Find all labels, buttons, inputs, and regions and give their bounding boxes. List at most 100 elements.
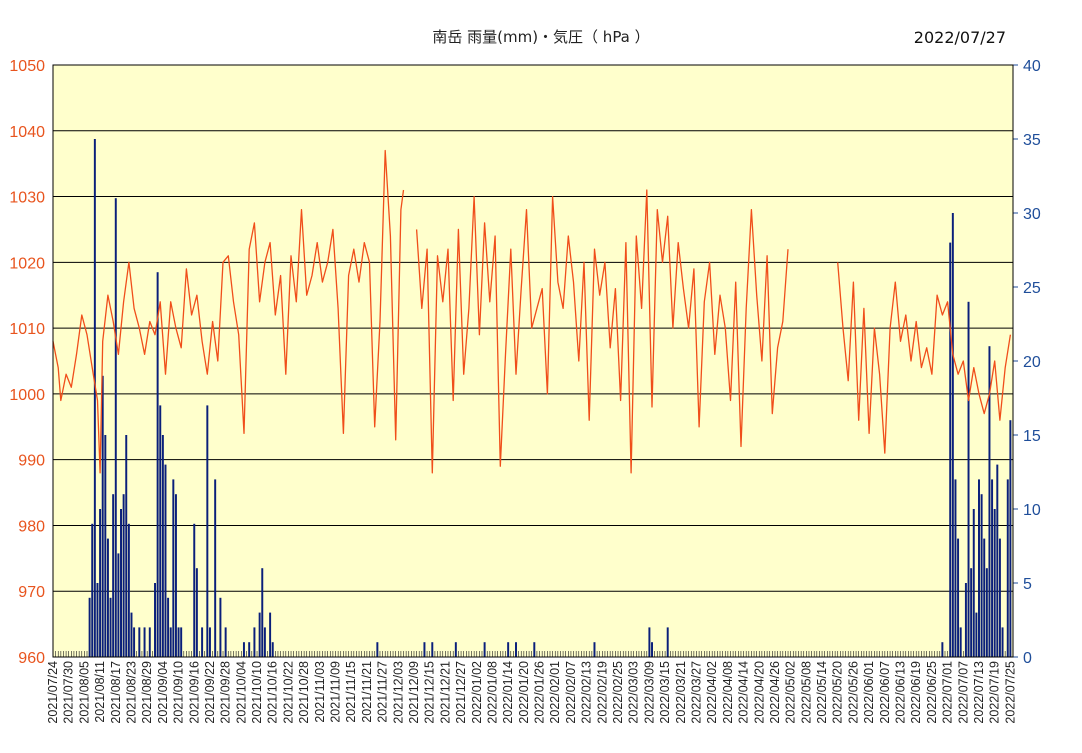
rain-bar [957, 538, 960, 657]
y-left-tick-label: 1040 [9, 124, 45, 141]
rain-bar [263, 627, 266, 657]
x-tick-label: 2021/10/04 [234, 661, 248, 724]
rain-bar [988, 346, 991, 657]
rain-bar [117, 553, 120, 657]
rain-bar [1009, 420, 1012, 657]
rain-bar [96, 583, 99, 657]
y-left-tick-label: 1050 [9, 58, 45, 75]
x-tick-label: 2021/08/29 [140, 661, 154, 724]
x-tick-label: 2022/06/07 [878, 661, 892, 724]
rain-bar [991, 479, 994, 657]
x-tick-label: 2021/11/15 [344, 661, 358, 723]
x-tick-label: 2022/02/13 [580, 661, 594, 724]
rain-bar [970, 568, 973, 657]
x-tick-label: 2022/04/26 [768, 661, 782, 724]
rain-bar [91, 523, 94, 657]
rain-bar [261, 568, 264, 657]
pressure-line [52, 149, 405, 474]
x-tick-label: 2022/01/02 [470, 661, 484, 724]
x-tick-label: 2021/10/16 [266, 661, 280, 724]
rain-bar [143, 627, 146, 657]
x-tick-label: 2021/07/24 [46, 661, 60, 724]
rain-bar [269, 612, 272, 657]
x-tick-label: 2021/11/03 [313, 661, 327, 723]
x-tick-label: 2021/09/16 [187, 661, 201, 724]
x-tick-label: 2022/01/08 [486, 661, 500, 724]
rain-bar [201, 627, 204, 657]
x-tick-label: 2022/03/27 [690, 661, 704, 724]
y-right-tick-label: 0 [1023, 650, 1032, 667]
x-tick-label: 2021/12/15 [423, 661, 437, 724]
rain-bar [156, 272, 159, 657]
rain-bar [515, 642, 517, 657]
y-left-tick-label: 1020 [9, 255, 45, 272]
y-right-tick-label: 30 [1023, 206, 1041, 223]
y-left-tick-label: 1010 [9, 321, 45, 338]
rain-bar [167, 597, 170, 657]
x-tick-label: 2022/07/07 [956, 661, 970, 724]
rain-bar [172, 479, 175, 657]
rain-bar [983, 538, 986, 657]
x-tick-label: 2022/07/25 [1003, 661, 1017, 724]
x-tick-label: 2021/11/27 [376, 661, 390, 723]
rain-bar [169, 627, 172, 657]
rain-bar [666, 627, 669, 657]
x-tick-label: 2022/07/01 [941, 661, 955, 724]
x-tick-label: 2022/03/09 [642, 661, 656, 724]
rain-bar [1006, 479, 1009, 657]
rain-bar [159, 405, 162, 657]
rain-bar [109, 597, 112, 657]
x-tick-label: 2022/03/03 [627, 661, 641, 724]
rain-bar [106, 538, 109, 657]
rain-bar [959, 627, 962, 657]
pressure-line [837, 262, 1012, 454]
rain-bar [99, 509, 102, 657]
x-tick-label: 2021/12/03 [391, 661, 405, 724]
y-right-tick-label: 10 [1023, 502, 1041, 519]
x-tick-label: 2022/01/20 [517, 661, 531, 724]
rain-bar [112, 494, 115, 657]
rain-bar [949, 242, 952, 657]
x-tick-label: 2022/06/13 [894, 661, 908, 724]
x-tick-label: 2021/07/30 [62, 661, 76, 724]
rain-bar [193, 523, 196, 657]
rain-bar [164, 464, 167, 657]
rain-bar [127, 523, 130, 657]
rain-bar [177, 627, 180, 657]
rain-bar [951, 213, 954, 657]
x-tick-label: 2021/10/28 [297, 661, 311, 724]
x-tick-label: 2021/11/09 [329, 661, 343, 723]
x-tick-label: 2021/09/22 [203, 661, 217, 724]
plot-area [53, 65, 1013, 657]
pressure-line [415, 189, 789, 474]
x-tick-label: 2022/01/26 [533, 661, 547, 724]
rain-bar [454, 642, 457, 657]
y-right-tick-label: 25 [1023, 280, 1041, 297]
x-tick-label: 2022/05/26 [846, 661, 860, 724]
rain-bar [972, 509, 975, 657]
rain-bar [133, 627, 136, 657]
rain-bar [206, 405, 209, 657]
rain-bar [423, 642, 426, 657]
rain-bar [219, 597, 222, 657]
x-tick-label: 2022/01/14 [501, 661, 515, 724]
x-tick-label: 2022/04/02 [705, 661, 719, 724]
x-tick-label: 2021/09/28 [219, 661, 233, 724]
rain-bar [88, 597, 91, 657]
rain-bar [978, 479, 980, 657]
y-left-tick-label: 990 [18, 453, 45, 470]
x-tick-label: 2021/08/11 [93, 661, 107, 723]
rain-bar [122, 494, 125, 657]
rain-bar [93, 139, 96, 657]
rain-bar [533, 642, 536, 657]
x-tick-label: 2021/09/04 [156, 661, 170, 724]
rain-bar [1001, 627, 1004, 657]
x-tick-label: 2022/05/08 [799, 661, 813, 724]
x-tick-label: 2021/11/21 [360, 661, 374, 723]
rain-bar [967, 301, 970, 657]
rain-bar [242, 642, 245, 657]
rain-bar [208, 627, 211, 657]
rain-bar [483, 642, 486, 657]
x-tick-label: 2021/12/09 [407, 661, 421, 724]
